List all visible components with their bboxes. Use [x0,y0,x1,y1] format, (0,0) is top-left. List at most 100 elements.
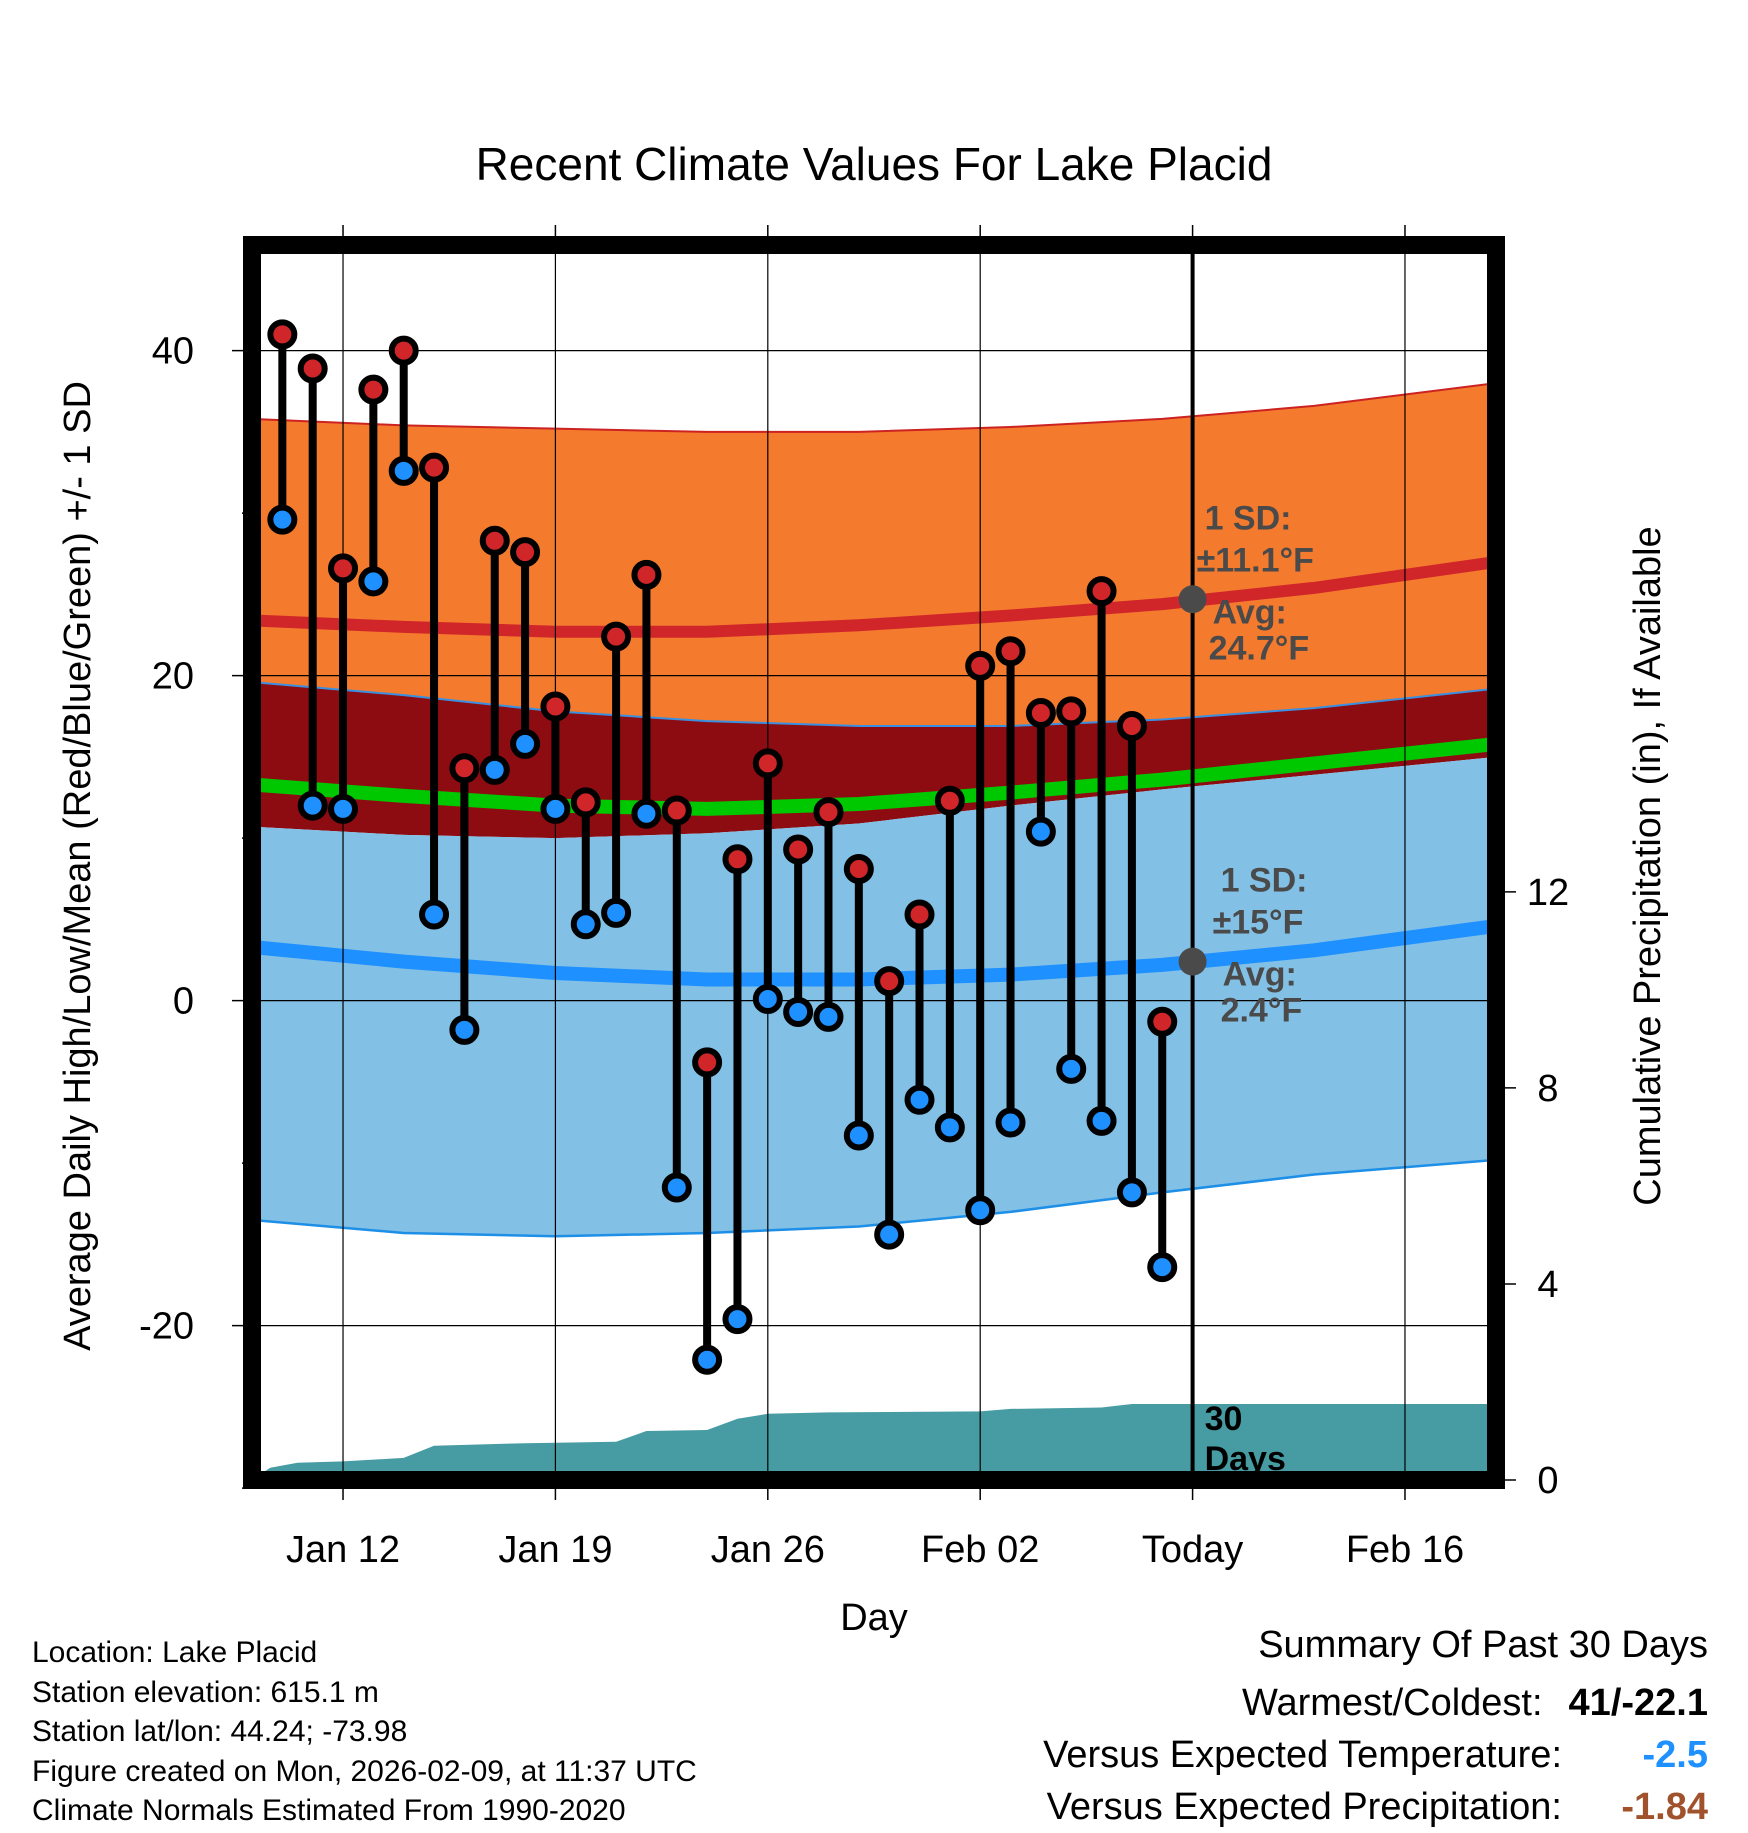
y2-tick-label: 8 [1537,1068,1558,1110]
y-tick-label: 0 [173,981,194,1023]
daily-high-point [267,319,298,350]
summary-row-temperature: Versus Expected Temperature: -2.5 [808,1729,1708,1781]
daily-low-point [267,504,298,535]
daily-low-point [1086,1105,1117,1136]
high-avg-marker [1178,585,1207,614]
daily-low-point [388,455,419,486]
daily-high-point [965,650,996,681]
warmest-coldest-label: Warmest/Coldest: [1241,1682,1543,1724]
location-text: Location: Lake Placid [32,1636,318,1669]
chart-title: Recent Climate Values For Lake Placid [476,138,1273,190]
daily-low-point [874,1219,905,1250]
high-avg-value: 24.7°F [1209,629,1310,667]
daily-high-point [1056,696,1087,727]
daily-low-point [328,793,359,824]
daily-low-point [813,1001,844,1032]
x-tick-label: Jan 19 [498,1529,612,1571]
daily-low-point [1056,1053,1087,1084]
daily-low-point [449,1014,480,1045]
daily-high-point [722,844,753,875]
warmest-coldest-value: 41/-22.1 [1568,1682,1708,1724]
low-avg-label: Avg: [1223,956,1297,994]
daily-low-point [419,899,450,930]
high-avg-label: Avg: [1213,593,1287,631]
daily-low-point [1147,1252,1178,1283]
summary-panel: Summary Of Past 30 Days Warmest/Coldest:… [808,1624,1708,1833]
x-axis-label: Day [840,1597,908,1639]
daily-low-point [904,1084,935,1115]
low-sd-label: 1 SD: [1221,862,1308,900]
daily-low-point [965,1195,996,1226]
daily-high-point [934,785,965,816]
y2-axis-label: Cumulative Precipitation (in), If Availa… [1627,526,1669,1205]
plot-frame [243,236,1505,1489]
daily-low-point [1116,1177,1147,1208]
daily-high-point [783,834,814,865]
daily-high-point [692,1047,723,1078]
x-tick-label: Jan 26 [711,1529,825,1571]
low-sd-value: ±15°F [1213,904,1304,942]
daily-high-point [874,966,905,997]
daily-low-point [479,754,510,785]
created-text: Figure created on Mon, 2026-02-09, at 11… [32,1754,697,1788]
precip-area [252,1404,1496,1480]
normals-text: Climate Normals Estimated From 1990-2020 [32,1794,626,1827]
daily-high-point [601,621,632,652]
x-tick-label: Feb 16 [1346,1529,1464,1571]
daily-high-point [631,559,662,590]
y2-tick-label: 0 [1537,1460,1558,1502]
low-sd-band [252,756,1496,1237]
low-avg-marker [1178,947,1207,976]
daily-high-point [358,374,389,405]
daily-low-point [1025,816,1056,847]
daily-high-point [510,537,541,568]
daily-high-point [1086,576,1117,607]
y-tick-label: -20 [139,1306,194,1348]
y-axis-label: Average Daily High/Low/Mean (Red/Blue/Gr… [57,381,99,1351]
daily-low-point [995,1107,1026,1138]
daily-high-point [540,691,571,722]
daily-low-point [692,1344,723,1375]
low-avg-value: 2.4°F [1221,992,1303,1030]
daily-high-point [752,748,783,779]
x-tick-label: Feb 02 [921,1529,1039,1571]
daily-high-point [904,899,935,930]
daily-high-point [1147,1006,1178,1037]
y-tick-label: 20 [152,656,194,698]
low-lower-line [252,1158,1496,1238]
daily-high-point [661,795,692,826]
daily-low-point [752,984,783,1014]
latlon-text: Station lat/lon: 44.24; -73.98 [32,1715,408,1748]
daily-low-point [843,1120,874,1151]
temp-anomaly-value: -2.5 [1642,1734,1708,1776]
summary-row-warmest-coldest: Warmest/Coldest: 41/-22.1 [808,1677,1708,1729]
daily-high-point [995,636,1026,667]
station-info: Location: Lake Placid Station elevation:… [32,1633,697,1831]
daily-high-point [297,353,328,384]
y2-tick-label: 4 [1537,1264,1558,1306]
daily-low-point [601,897,632,928]
daily-high-point [388,335,419,366]
daily-low-point [358,566,389,597]
daily-low-point [783,997,814,1027]
daily-low-point [510,728,541,759]
mean-line [252,736,1496,816]
daily-high-point [813,797,844,828]
elevation-text: Station elevation: 615.1 m [32,1675,379,1709]
x-tick-label: Jan 12 [286,1529,400,1571]
daily-low-point [570,909,601,940]
daily-high-point [419,452,450,483]
high-sd-band [252,383,1496,726]
precip-anomaly-value: -1.84 [1621,1786,1708,1828]
precip-anomaly-label: Versus Expected Precipitation: [1046,1786,1562,1828]
daily-low-point [661,1172,692,1203]
daily-high-point [479,525,510,556]
high-upper-line [252,382,1496,433]
daily-high-point [1116,711,1147,741]
summary-title: Summary Of Past 30 Days [1258,1624,1708,1666]
daily-high-point [843,854,874,884]
high-avg-line [252,555,1496,638]
